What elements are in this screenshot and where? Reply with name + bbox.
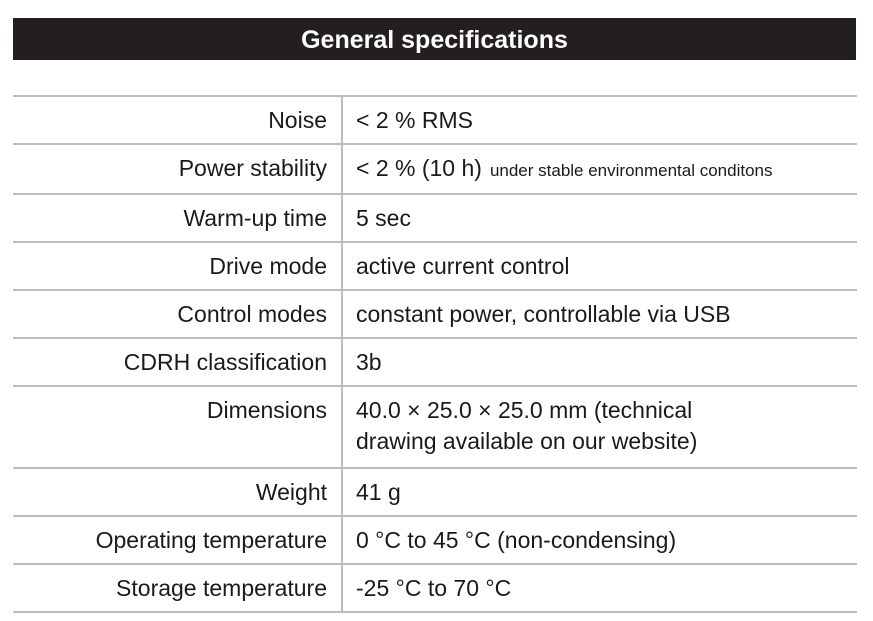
- value-text: < 2 % (10 h): [356, 155, 482, 181]
- value-cell: 40.0 × 25.0 × 25.0 mm (technical drawing …: [342, 385, 857, 469]
- value-text: active current control: [356, 253, 570, 279]
- value-cell: < 2 % (10 h) under stable environmental c…: [342, 143, 857, 195]
- spec-value: -25 °C to 70 °C: [356, 565, 857, 611]
- value-cell: active current control: [342, 241, 857, 291]
- spec-row: Warm-up time 5 sec: [13, 193, 857, 243]
- spec-row: Drive mode active current control: [13, 241, 857, 291]
- value-text: 3b: [356, 349, 382, 375]
- spec-value: < 2 % RMS: [356, 97, 857, 143]
- spec-label: Noise: [268, 107, 327, 133]
- spec-value: constant power, controllable via USB: [356, 291, 857, 337]
- spec-label: Weight: [255, 479, 327, 505]
- spec-table: Noise < 2 % RMS Power stability < 2 % (10 h…: [13, 95, 857, 613]
- value-cell: 41 g: [342, 467, 857, 517]
- value-line: 40.0 × 25.0 × 25.0 mm (technical: [356, 397, 693, 423]
- label-cell: Power stability: [13, 143, 343, 195]
- value-text: 5 sec: [356, 205, 411, 231]
- spec-label: CDRH classification: [123, 349, 327, 375]
- value-cell: constant power, controllable via USB: [342, 289, 857, 339]
- label-cell: Storage temperature: [13, 563, 343, 613]
- spec-value: 5 sec: [356, 195, 857, 241]
- spec-row: CDRH classification 3b: [13, 337, 857, 387]
- spec-value: < 2 % (10 h) under stable environmental c…: [356, 145, 857, 193]
- spec-row: Noise < 2 % RMS: [13, 95, 857, 145]
- spec-label: Operating temperature: [95, 527, 327, 553]
- label-cell: Warm-up time: [13, 193, 343, 243]
- spec-value: 40.0 × 25.0 × 25.0 mm (technical drawing …: [356, 387, 857, 467]
- value-text: 0 °C to 45 °C (non-condensing): [356, 527, 677, 553]
- value-cell: 3b: [342, 337, 857, 387]
- label-cell: Noise: [13, 95, 343, 145]
- spec-label: Storage temperature: [116, 575, 327, 601]
- spec-label: Control modes: [177, 301, 327, 327]
- value-cell: < 2 % RMS: [342, 95, 857, 145]
- spec-value: active current control: [356, 243, 857, 289]
- label-cell: CDRH classification: [13, 337, 343, 387]
- value-text: constant power, controllable via USB: [356, 301, 731, 327]
- section-title: General specifications: [13, 18, 856, 60]
- label-cell: Dimensions: [13, 385, 343, 469]
- spec-row: Operating temperature 0 °C to 45 °C (non-…: [13, 515, 857, 565]
- label-cell: Operating temperature: [13, 515, 343, 565]
- value-note: under stable environmental conditons: [489, 161, 773, 180]
- spec-label: Warm-up time: [183, 205, 327, 231]
- spec-label: Drive mode: [209, 253, 327, 279]
- label-cell: Control modes: [13, 289, 343, 339]
- spec-value: 3b: [356, 339, 857, 385]
- value-cell: 5 sec: [342, 193, 857, 243]
- spec-row: Weight 41 g: [13, 467, 857, 517]
- value-text: 41 g: [356, 479, 401, 505]
- spec-value: 0 °C to 45 °C (non-condensing): [356, 517, 857, 563]
- label-cell: Drive mode: [13, 241, 343, 291]
- spec-row: Dimensions 40.0 × 25.0 × 25.0 mm (technic…: [13, 385, 857, 469]
- spec-row: Control modes constant power, controllabl…: [13, 289, 857, 339]
- spec-label: Power stability: [178, 155, 327, 181]
- spec-row: Storage temperature -25 °C to 70 °C: [13, 563, 857, 613]
- value-text: -25 °C to 70 °C: [356, 575, 512, 601]
- value-line: drawing available on our website): [356, 428, 698, 454]
- value-text: < 2 % RMS: [356, 107, 473, 133]
- spec-label: Dimensions: [206, 397, 327, 423]
- label-cell: Weight: [13, 467, 343, 517]
- spec-row: Power stability < 2 % (10 h) under stable …: [13, 143, 857, 195]
- value-cell: 0 °C to 45 °C (non-condensing): [342, 515, 857, 565]
- value-cell: -25 °C to 70 °C: [342, 563, 857, 613]
- spec-value: 41 g: [356, 469, 857, 515]
